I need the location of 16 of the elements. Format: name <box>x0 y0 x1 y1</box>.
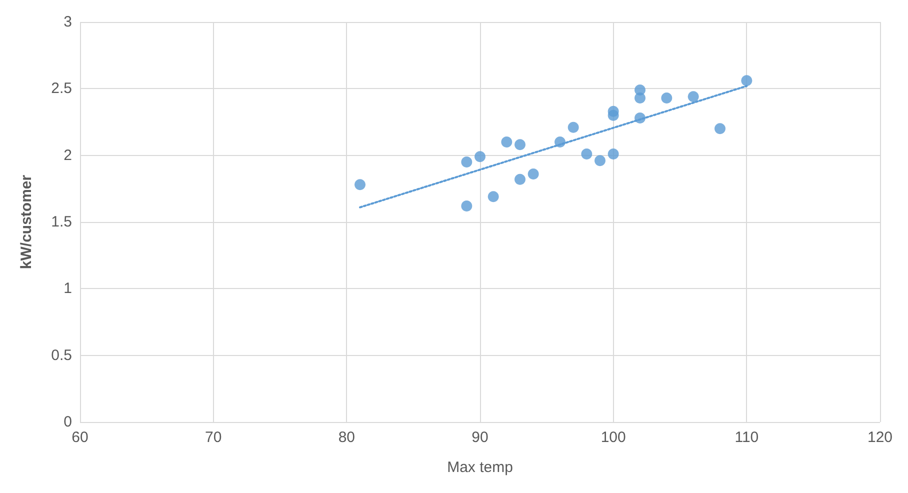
x-tick-label: 100 <box>600 429 626 446</box>
x-tick-label: 80 <box>338 429 356 446</box>
x-tick-label: 120 <box>867 429 893 446</box>
y-tick-label: 2 <box>64 146 72 164</box>
y-axis-title: kW/customer <box>18 174 35 270</box>
x-tick-label: 70 <box>204 429 222 446</box>
x-tick-label: 60 <box>72 429 88 446</box>
x-tick-label: 110 <box>734 429 759 446</box>
x-axis-title: Max temp <box>447 459 513 476</box>
y-tick-label: 1.5 <box>51 214 72 230</box>
y-tick-label: 0 <box>64 414 72 430</box>
y-tick-label: 1 <box>64 280 72 298</box>
x-tick-label: 90 <box>472 429 488 446</box>
y-tick-label: 2.5 <box>51 80 72 98</box>
y-tick-label: 3 <box>64 14 72 30</box>
y-tick-label: 0.5 <box>51 346 72 364</box>
